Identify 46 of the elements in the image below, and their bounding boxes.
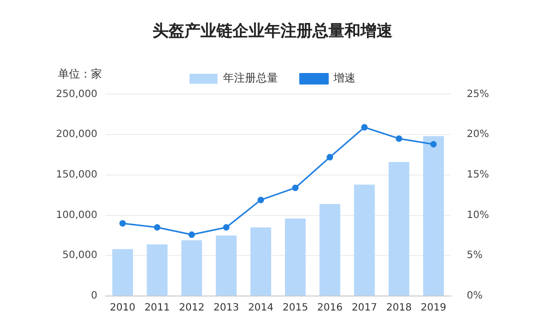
y-tick-label: 100,000 [56,210,98,221]
x-tick-label: 2010 [110,302,136,314]
y-tick-label: 250,000 [56,88,98,100]
bar [216,235,237,296]
legend-label: 年注册总量 [223,72,278,85]
y-tick-label: 50,000 [62,250,98,262]
point [292,184,299,192]
point [119,220,126,227]
y-tick-label: 200,000 [56,129,98,140]
y2-tick-label: 0% [466,290,483,302]
chart-title: 头盔产业链企业年注册总量和增速 [152,20,394,40]
bar [388,162,410,296]
point [223,224,230,231]
point [258,196,264,204]
x-tick-label: 2013 [214,302,239,314]
bar [250,227,272,296]
x-tick-label: 2017 [352,302,378,314]
y-tick-label: 150,000 [56,170,98,181]
x-tick-label: 2011 [144,302,170,314]
point [361,124,368,131]
y2-tick-label: 10% [466,210,490,221]
y-tick-label: 0 [90,290,98,302]
bar [181,240,202,296]
point [396,135,402,142]
x-tick-label: 2012 [178,302,204,314]
x-tick-label: 2014 [248,302,274,314]
bar [112,249,133,296]
point [430,140,437,148]
bar [320,204,340,296]
legend-label: 增速 [332,72,356,85]
y-axis-title: 单位：家 [58,68,102,81]
y2-tick-label: 25% [466,88,490,100]
point [154,224,160,231]
x-tick-label: 2016 [317,302,343,314]
point [188,231,195,238]
point [326,154,334,160]
bar [284,218,306,296]
x-tick-label: 2019 [420,302,446,314]
y2-tick-label: 20% [466,129,490,140]
bar [423,136,444,296]
bar [146,244,168,296]
x-tick-label: 2018 [386,302,412,314]
bar [354,184,375,296]
y2-tick-label: 5% [466,250,483,262]
y2-tick-label: 15% [466,170,490,181]
x-tick-label: 2015 [282,302,308,314]
